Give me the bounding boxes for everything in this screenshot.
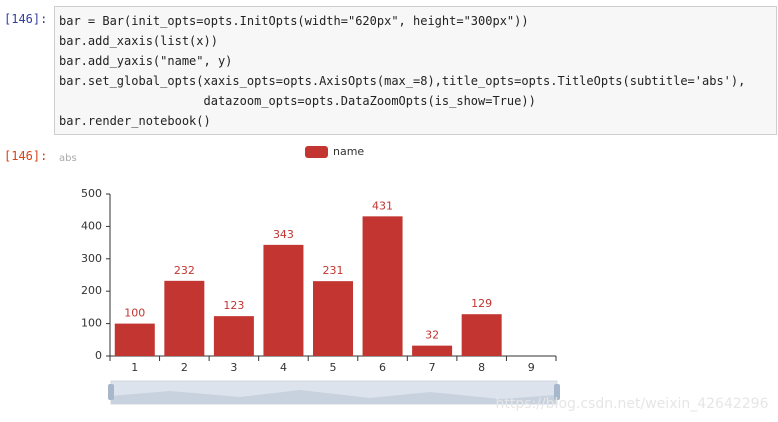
code-line: datazoom_opts=opts.DataZoomOpts(is_show=…: [59, 94, 536, 108]
value-label: 32: [425, 329, 439, 342]
value-label: 123: [223, 299, 244, 312]
value-label: 129: [471, 297, 492, 310]
code-cell[interactable]: bar = Bar(init_opts=opts.InitOpts(width=…: [54, 6, 777, 135]
x-tick-label: 5: [330, 361, 337, 374]
bar: [362, 216, 403, 356]
bar: [114, 323, 155, 356]
x-tick-label: 6: [379, 361, 386, 374]
datazoom-preview: [111, 390, 557, 404]
bar: [164, 280, 205, 356]
y-tick-label: 500: [81, 187, 102, 200]
value-label: 231: [323, 264, 344, 277]
datazoom-handle[interactable]: [554, 384, 560, 400]
bar: [412, 345, 453, 356]
value-label: 232: [174, 264, 195, 277]
x-tick-label: 1: [131, 361, 138, 374]
x-tick-label: 4: [280, 361, 287, 374]
datazoom-handle[interactable]: [108, 384, 114, 400]
y-tick-label: 300: [81, 252, 102, 265]
legend-swatch: [305, 146, 328, 158]
bar: [213, 316, 254, 356]
y-tick-label: 400: [81, 219, 102, 232]
x-tick-label: 9: [528, 361, 535, 374]
x-tick-label: 7: [429, 361, 436, 374]
y-tick-label: 200: [81, 284, 102, 297]
bar: [263, 244, 304, 356]
y-tick-label: 100: [81, 317, 102, 330]
code-line: bar.set_global_opts(xaxis_opts=opts.Axis…: [59, 74, 746, 88]
code-line: bar.add_xaxis(list(x)): [59, 34, 218, 48]
code-line: bar = Bar(init_opts=opts.InitOpts(width=…: [59, 14, 529, 28]
input-prompt: [146]:: [4, 12, 48, 26]
watermark: https://blog.csdn.net/weixin_42642296: [495, 396, 768, 412]
bar: [313, 281, 353, 356]
bar: [461, 314, 502, 356]
y-tick-label: 0: [95, 349, 102, 362]
x-tick-label: 8: [478, 361, 485, 374]
x-tick-label: 3: [230, 361, 237, 374]
value-label: 431: [372, 199, 393, 212]
value-label: 343: [273, 228, 294, 241]
chart-subtitle: abs: [59, 153, 77, 164]
x-tick-label: 2: [181, 361, 188, 374]
code-line: bar.add_yaxis("name", y): [59, 54, 233, 68]
code-line: bar.render_notebook(): [59, 114, 211, 128]
legend-label: name: [333, 145, 364, 158]
value-label: 100: [124, 307, 145, 320]
output-prompt: [146]:: [4, 149, 48, 163]
